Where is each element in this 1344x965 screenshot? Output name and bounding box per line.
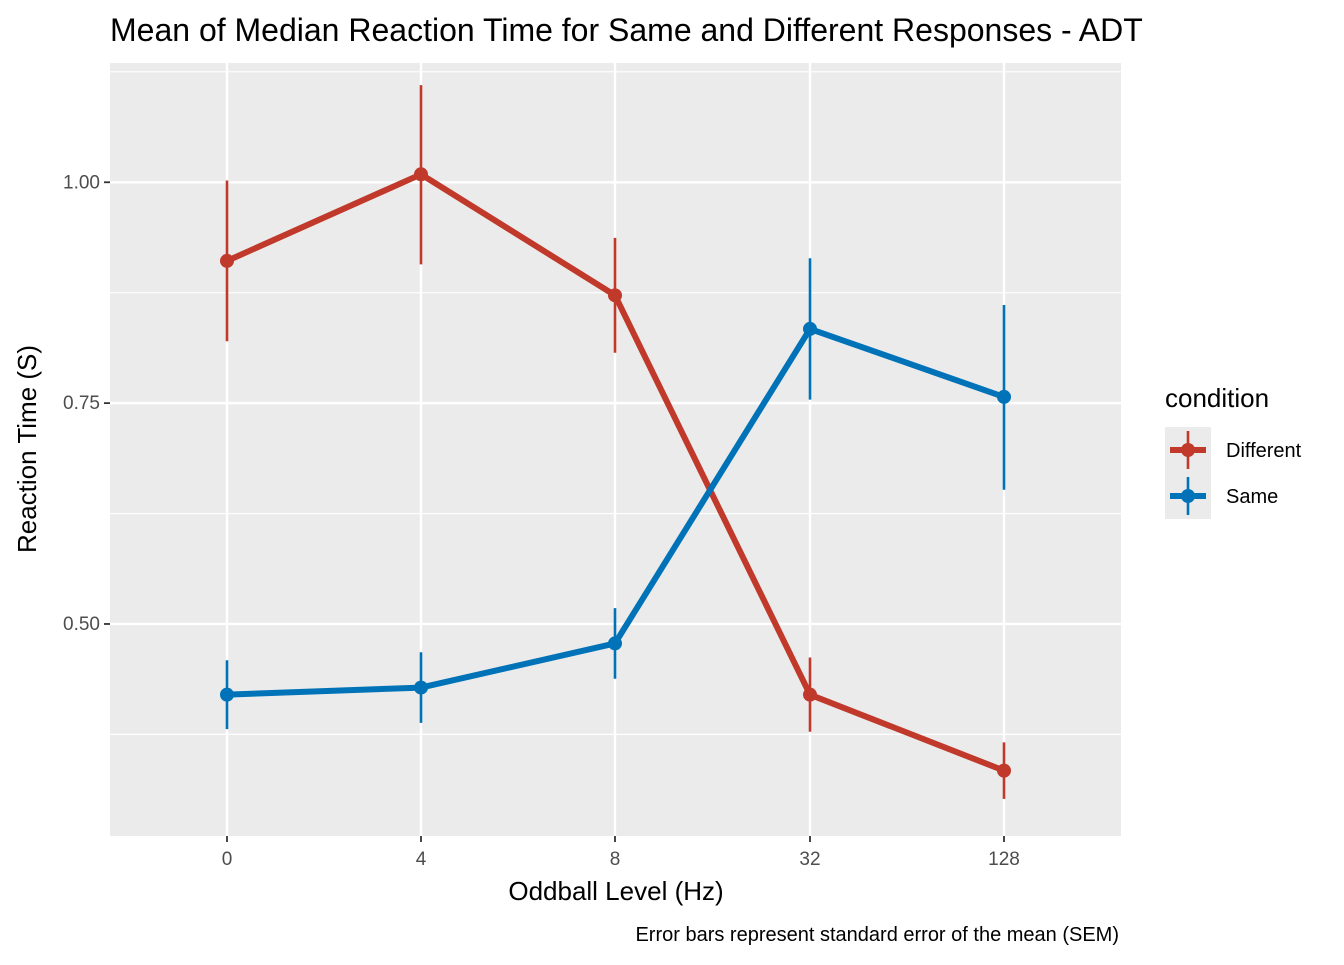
legend-title: condition xyxy=(1165,383,1269,413)
legend-key-point-different xyxy=(1181,443,1195,457)
series-same xyxy=(220,258,1011,730)
x-axis-title: Oddball Level (Hz) xyxy=(508,876,723,906)
x-tick-label-1: 4 xyxy=(416,849,427,870)
chart-title: Mean of Median Reaction Time for Same an… xyxy=(110,12,1143,48)
data-point-different-0 xyxy=(220,253,234,268)
x-tick-label-3: 32 xyxy=(799,849,820,870)
y-tick-label-2: 1.00 xyxy=(63,172,100,193)
legend-item-different: Different xyxy=(1165,427,1302,473)
y-tick-label-0: 0.50 xyxy=(63,614,100,635)
x-tick-label-2: 8 xyxy=(610,849,621,870)
legend-items: Different Same xyxy=(1165,427,1302,519)
series-layer xyxy=(220,85,1011,799)
plot-panel xyxy=(110,63,1121,836)
data-point-different-3 xyxy=(803,687,817,702)
caption: Error bars represent standard error of t… xyxy=(635,924,1119,946)
x-axis: 0 4 8 32 128 xyxy=(222,836,1020,870)
data-point-same-3 xyxy=(803,321,817,336)
x-tick-label-4: 128 xyxy=(988,849,1020,870)
y-tick-label-1: 0.75 xyxy=(63,393,100,414)
legend: condition Different Same xyxy=(1165,383,1302,519)
data-point-different-2 xyxy=(608,288,622,303)
y-axis-title: Reaction Time (S) xyxy=(12,345,42,553)
data-point-same-4 xyxy=(997,389,1011,404)
legend-label-different: Different xyxy=(1226,440,1302,462)
data-point-same-2 xyxy=(608,636,622,651)
x-tick-label-0: 0 xyxy=(222,849,233,870)
legend-key-point-same xyxy=(1181,489,1195,503)
data-point-same-1 xyxy=(414,680,428,695)
data-point-different-1 xyxy=(414,167,428,182)
data-point-same-0 xyxy=(220,687,234,702)
y-axis: 0.50 0.75 1.00 xyxy=(63,172,110,635)
series-different xyxy=(220,85,1011,799)
data-point-different-4 xyxy=(997,763,1011,778)
legend-item-same: Same xyxy=(1165,473,1278,519)
legend-label-same: Same xyxy=(1226,486,1278,508)
